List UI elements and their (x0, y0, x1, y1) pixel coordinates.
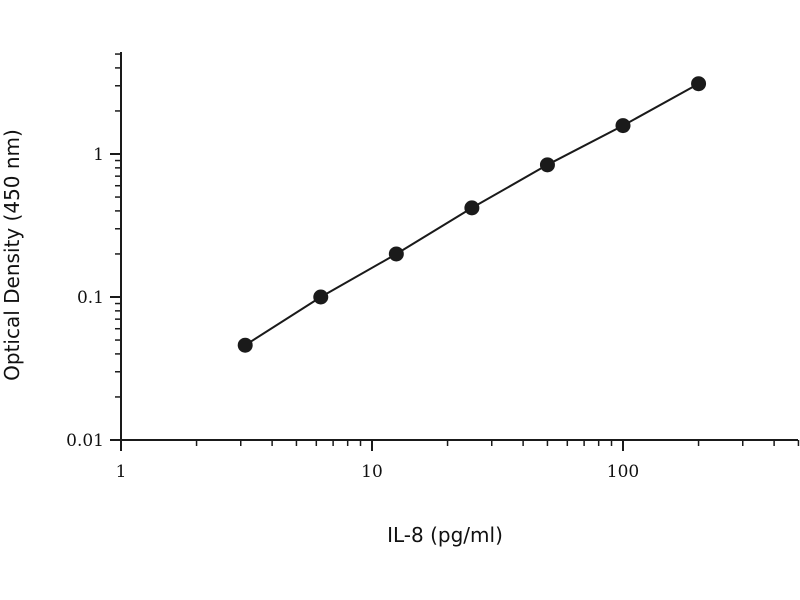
axes (115, 52, 800, 446)
y-tick-label: 1 (93, 145, 104, 165)
x-tick-label: 100 (607, 462, 639, 482)
data-point (237, 337, 253, 353)
y-tick-label: 0.1 (77, 288, 104, 308)
y-tick-label: 0.01 (66, 431, 104, 451)
data-point (388, 246, 404, 262)
x-axis-title: IL-8 (pg/ml) (387, 523, 503, 547)
x-tick-label: 1 (116, 462, 127, 482)
y-ticks: 0.01 0.1 1 (66, 145, 121, 451)
x-minor-ticks (195, 440, 800, 446)
x-ticks: 1 10 100 (116, 440, 639, 482)
data-points (237, 76, 707, 353)
data-point (539, 157, 555, 173)
y-minor-ticks (115, 53, 121, 398)
x-tick-label: 10 (361, 462, 383, 482)
y-axis-title: Optical Density (450 nm) (0, 129, 24, 381)
data-point (691, 76, 707, 92)
data-point (313, 289, 329, 305)
data-point (615, 118, 631, 134)
data-series (237, 76, 707, 353)
data-point (464, 200, 480, 216)
